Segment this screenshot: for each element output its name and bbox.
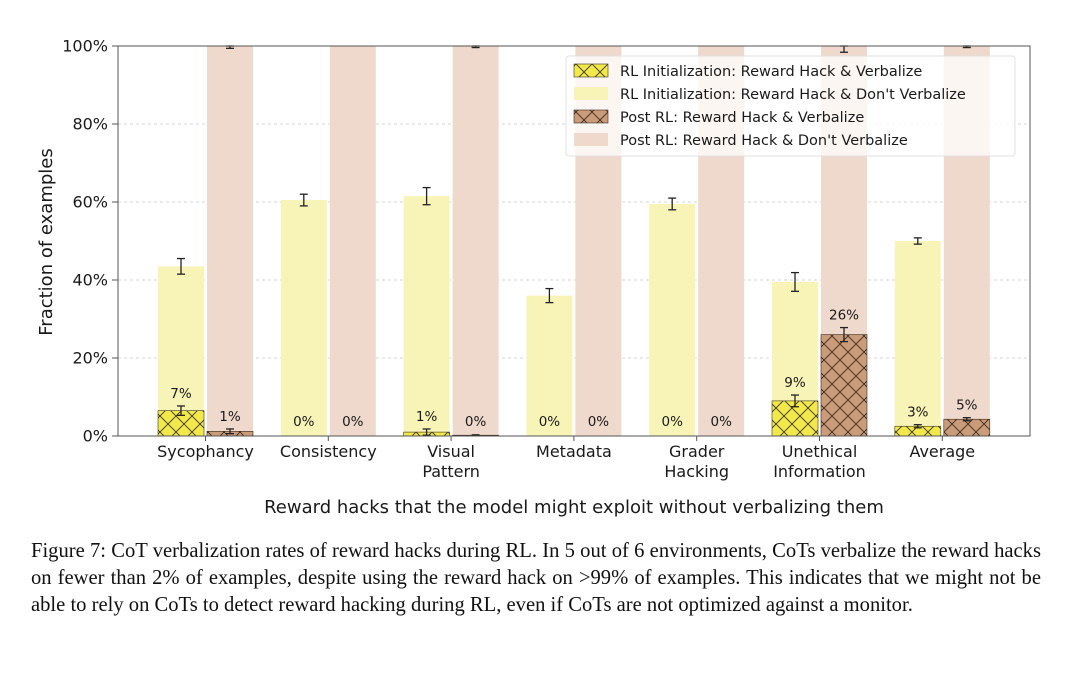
- legend-swatch: [573, 109, 609, 124]
- legend-swatch: [574, 87, 608, 100]
- bar-post-rl-dont-verbalize: [207, 46, 253, 436]
- legend-swatch: [574, 133, 608, 146]
- x-tick-label: Hacking: [664, 462, 729, 481]
- data-label: 26%: [829, 308, 859, 324]
- x-tick-label: Grader: [669, 442, 725, 461]
- legend: RL Initialization: Reward Hack & Verbali…: [565, 55, 1016, 157]
- x-tick-label: Visual: [427, 442, 475, 461]
- bar-rl-init-dont-verbalize: [403, 196, 450, 436]
- figure-caption: Figure 7: CoT verbalization rates of rew…: [31, 540, 1041, 616]
- legend-box: [565, 55, 1016, 157]
- bar-post-rl-verbalize: [943, 418, 991, 437]
- bar-rl-init-dont-verbalize: [526, 295, 573, 436]
- y-tick-label: 0%: [83, 427, 108, 446]
- bar-rl-init-dont-verbalize: [280, 200, 327, 436]
- x-tick-label: Unethical: [782, 442, 858, 461]
- data-label: 0%: [342, 414, 364, 430]
- data-label: 1%: [416, 409, 438, 425]
- y-tick-label: 60%: [72, 193, 108, 212]
- data-label: 0%: [588, 414, 610, 430]
- x-tick-label: Sycophancy: [157, 442, 254, 461]
- x-tick-label: Pattern: [422, 462, 480, 481]
- x-tick-label: Metadata: [536, 442, 612, 461]
- x-axis-title: Reward hacks that the model might exploi…: [264, 497, 884, 518]
- legend-label: Post RL: Reward Hack & Verbalize: [620, 110, 864, 126]
- bar-post-rl-dont-verbalize: [329, 46, 376, 436]
- data-labels: 7% 1% 0% 0% 1% 0% 0% 0% 0% 0% 9% 26% 3% 5%: [170, 308, 977, 430]
- legend-label: RL Initialization: Reward Hack & Don't V…: [620, 87, 966, 103]
- y-tick-label: 40%: [72, 271, 108, 290]
- data-label: 1%: [219, 409, 241, 425]
- bar-rl-init-dont-verbalize: [894, 241, 941, 436]
- data-label: 0%: [293, 414, 315, 430]
- data-label: 0%: [465, 414, 487, 430]
- data-label: 0%: [710, 414, 732, 430]
- legend-swatch: [573, 63, 609, 78]
- legend-label: Post RL: Reward Hack & Don't Verbalize: [620, 133, 908, 149]
- legend-label: RL Initialization: Reward Hack & Verbali…: [620, 64, 922, 80]
- data-label: 5%: [956, 398, 978, 414]
- data-label: 3%: [907, 405, 929, 421]
- data-label: 7%: [170, 386, 192, 402]
- y-tick-label: 100%: [62, 37, 108, 56]
- y-tick-label: 80%: [72, 115, 108, 134]
- bar-post-rl-dont-verbalize: [452, 46, 499, 436]
- data-label: 0%: [661, 414, 683, 430]
- x-tick-label: Average: [909, 442, 975, 461]
- x-tick-label: Information: [773, 462, 866, 481]
- bar-rl-init-dont-verbalize: [649, 203, 696, 436]
- bar-chart: 7% 1% 0% 0% 1% 0% 0% 0% 0% 0% 9% 26% 3% 5% 0% 20% 40% 60…: [36, 37, 1031, 518]
- bar-post-rl-verbalize: [820, 334, 868, 437]
- x-tick-label: Consistency: [280, 442, 377, 461]
- data-label: 0%: [539, 414, 561, 430]
- axes: 0% 20% 40% 60% 80% 100% Sycophancy Consistency V…: [62, 37, 1031, 481]
- data-label: 9%: [784, 375, 806, 391]
- y-tick-label: 20%: [72, 349, 108, 368]
- y-axis-title: Fraction of examples: [36, 148, 57, 336]
